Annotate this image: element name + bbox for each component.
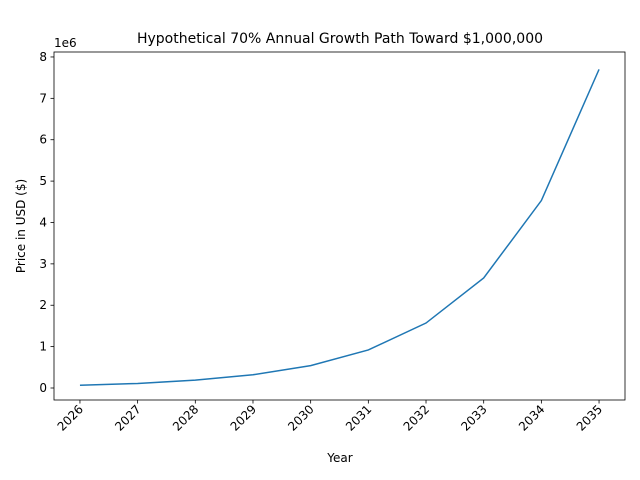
y-axis-label: Price in USD ($) bbox=[14, 179, 28, 273]
x-tick-label: 2028 bbox=[170, 402, 201, 433]
axes-frame bbox=[53, 51, 626, 401]
y-tick-label: 6 bbox=[39, 133, 47, 147]
x-tick-label: 2030 bbox=[285, 402, 316, 433]
y-tick-label: 0 bbox=[39, 381, 47, 395]
x-tick-label: 2032 bbox=[401, 402, 432, 433]
y-tick-label: 2 bbox=[39, 298, 47, 312]
data-line bbox=[79, 69, 600, 387]
chart-title: Hypothetical 70% Annual Growth Path Towa… bbox=[137, 31, 543, 47]
y-tick-label: 8 bbox=[39, 50, 47, 64]
x-tick-label: 2035 bbox=[574, 402, 605, 433]
y-tick-label: 5 bbox=[39, 174, 47, 188]
x-tick-label: 2026 bbox=[55, 402, 86, 433]
x-tick-label: 2033 bbox=[458, 402, 489, 433]
x-tick-label: 2034 bbox=[516, 402, 547, 433]
y-offset-label: 1e6 bbox=[54, 36, 77, 50]
x-tick-label: 2031 bbox=[343, 402, 374, 433]
x-tick-label: 2029 bbox=[228, 402, 259, 433]
x-axis-label: Year bbox=[326, 451, 352, 465]
y-tick-label: 1 bbox=[39, 340, 47, 354]
y-tick-label: 4 bbox=[39, 215, 47, 229]
x-tick-label: 2027 bbox=[112, 402, 143, 433]
y-tick-label: 3 bbox=[39, 257, 47, 271]
y-tick-label: 7 bbox=[39, 91, 47, 105]
